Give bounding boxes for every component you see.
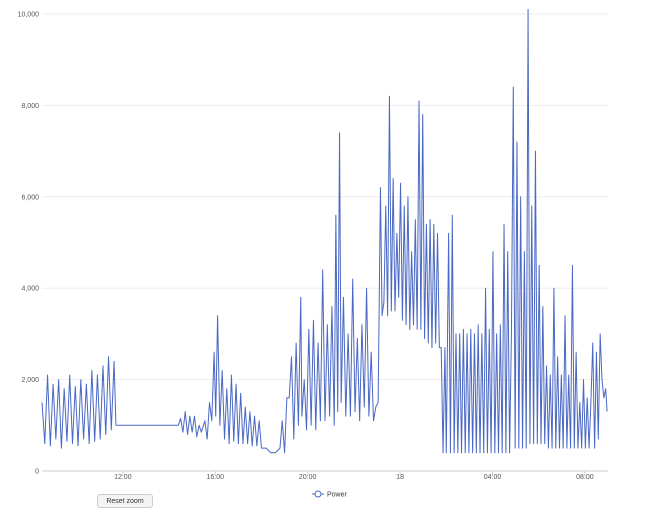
grid-layer: [42, 13, 608, 472]
reset-zoom-button[interactable]: Reset zoom: [97, 494, 153, 508]
legend-label-power[interactable]: Power: [327, 492, 348, 499]
series-layer: [41, 8, 608, 454]
x-tick-label: 04:00: [484, 474, 502, 481]
y-tick-label: 4,000: [21, 286, 39, 293]
x-tick-label: 18: [396, 474, 404, 481]
y-tick-label: 6,000: [21, 194, 39, 201]
y-tick-label: 8,000: [21, 103, 39, 110]
legend[interactable]: Power: [312, 490, 348, 499]
x-axis: 12:00 16:00 20:00 18 04:00 08:00: [114, 471, 594, 481]
y-tick-label: 10,000: [18, 12, 40, 19]
y-tick-label: 0: [35, 469, 39, 476]
y-tick-label: 2,000: [21, 377, 39, 384]
x-tick-label: 08:00: [576, 474, 594, 481]
series-line-power[interactable]: [41, 8, 608, 454]
x-tick-label: 16:00: [206, 474, 224, 481]
legend-circle-icon: [314, 490, 322, 498]
x-tick-label: 12:00: [114, 474, 132, 481]
y-axis: 0 2,000 4,000 6,000 8,000 10,000: [18, 12, 40, 476]
x-tick-label: 20:00: [299, 474, 317, 481]
